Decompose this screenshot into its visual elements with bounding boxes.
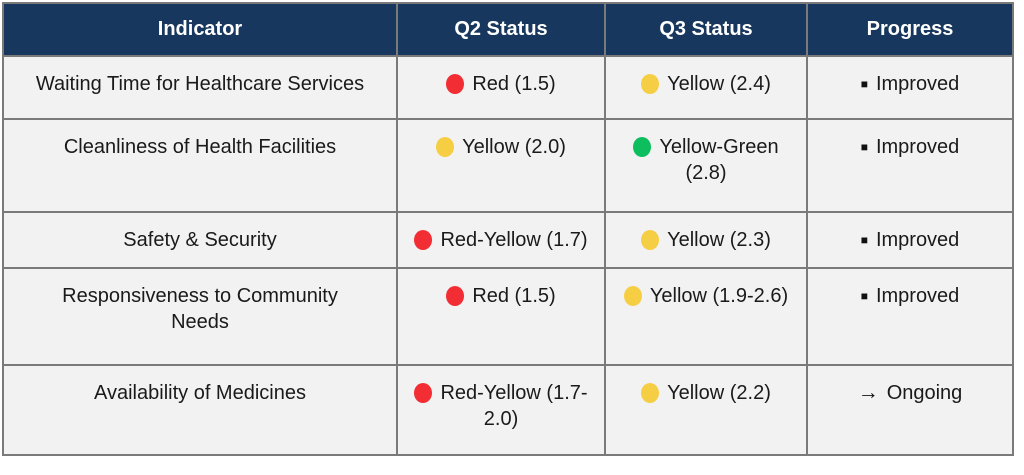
- progress-label: Improved: [875, 229, 960, 251]
- indicator-cell: Waiting Time for Healthcare Services: [2, 55, 398, 120]
- table-body: Waiting Time for Healthcare Services Red …: [2, 55, 1014, 456]
- table-row: Responsiveness to Community Needs Red (1.…: [2, 267, 1014, 366]
- q2-status-label: Red-Yellow (1.7): [440, 229, 588, 251]
- health-indicator-status-table: Indicator Q2 Status Q3 Status Progress Wait…: [2, 2, 1014, 456]
- indicator-cell: Responsiveness to Community Needs: [2, 267, 398, 366]
- indicator-label: Waiting Time for Healthcare Services: [35, 73, 365, 95]
- progress-cell: ■ Improved: [806, 267, 1014, 366]
- red-status-dot-icon: [446, 74, 465, 94]
- progress-cell: → Ongoing: [806, 364, 1014, 456]
- table-row: Waiting Time for Healthcare Services Red …: [2, 55, 1014, 120]
- column-header-q3-status: Q3 Status: [604, 2, 808, 57]
- q2-status-cell: Yellow (2.0): [396, 118, 606, 213]
- black-square-icon: ■: [860, 233, 868, 247]
- yellow-status-dot-icon: [623, 286, 642, 306]
- table-row: Availability of Medicines Red-Yellow (1.7…: [2, 364, 1014, 456]
- black-square-icon: ■: [860, 289, 868, 303]
- q3-status-label: Yellow (1.9-2.6): [649, 285, 789, 307]
- progress-cell: ■ Improved: [806, 211, 1014, 269]
- progress-cell: ■ Improved: [806, 118, 1014, 213]
- progress-label: Ongoing: [886, 382, 963, 404]
- q3-status-label: Yellow (2.3): [667, 229, 771, 251]
- indicator-label: Responsiveness to Community Needs: [62, 285, 338, 333]
- green-status-dot-icon: [633, 137, 652, 157]
- indicator-label: Cleanliness of Health Facilities: [63, 136, 337, 158]
- q3-status-label: Yellow (2.4): [667, 73, 771, 95]
- progress-label: Improved: [875, 136, 960, 158]
- header-row: Indicator Q2 Status Q3 Status Progress: [2, 2, 1014, 57]
- q2-status-label: Red (1.5): [472, 73, 556, 95]
- q2-status-label: Red (1.5): [472, 285, 556, 307]
- indicator-label: Availability of Medicines: [94, 382, 306, 404]
- progress-label: Improved: [875, 285, 960, 307]
- red-status-dot-icon: [414, 230, 433, 250]
- black-square-icon: ■: [860, 77, 868, 91]
- column-header-q2-status: Q2 Status: [396, 2, 606, 57]
- q2-status-label: Red-Yellow (1.7- 2.0): [440, 382, 588, 430]
- progress-label: Improved: [875, 73, 960, 95]
- q3-status-label: Yellow (2.2): [667, 382, 771, 404]
- yellow-status-dot-icon: [436, 137, 455, 157]
- indicator-cell: Cleanliness of Health Facilities: [2, 118, 398, 213]
- yellow-status-dot-icon: [641, 383, 660, 403]
- q3-status-cell: Yellow (2.4): [604, 55, 808, 120]
- q3-status-cell: Yellow (2.2): [604, 364, 808, 456]
- red-status-dot-icon: [446, 286, 465, 306]
- q2-status-cell: Red-Yellow (1.7): [396, 211, 606, 269]
- q2-status-label: Yellow (2.0): [462, 136, 566, 158]
- q3-status-cell: Yellow-Green (2.8): [604, 118, 808, 213]
- table-row: Cleanliness of Health Facilities Yellow (…: [2, 118, 1014, 213]
- indicator-cell: Safety & Security: [2, 211, 398, 269]
- q2-status-cell: Red-Yellow (1.7- 2.0): [396, 364, 606, 456]
- yellow-status-dot-icon: [641, 230, 660, 250]
- table-row: Safety & Security Red-Yellow (1.7) Yellow …: [2, 211, 1014, 269]
- q3-status-label: Yellow-Green (2.8): [659, 136, 779, 184]
- q3-status-cell: Yellow (1.9-2.6): [604, 267, 808, 366]
- table-header: Indicator Q2 Status Q3 Status Progress: [2, 2, 1014, 57]
- q2-status-cell: Red (1.5): [396, 267, 606, 366]
- red-status-dot-icon: [414, 383, 433, 403]
- indicator-cell: Availability of Medicines: [2, 364, 398, 456]
- column-header-progress: Progress: [806, 2, 1014, 57]
- q2-status-cell: Red (1.5): [396, 55, 606, 120]
- black-square-icon: ■: [860, 140, 868, 154]
- right-arrow-icon: →: [857, 381, 879, 404]
- indicator-label: Safety & Security: [123, 229, 277, 251]
- q3-status-cell: Yellow (2.3): [604, 211, 808, 269]
- progress-cell: ■ Improved: [806, 55, 1014, 120]
- yellow-status-dot-icon: [641, 74, 660, 94]
- column-header-indicator: Indicator: [2, 2, 398, 57]
